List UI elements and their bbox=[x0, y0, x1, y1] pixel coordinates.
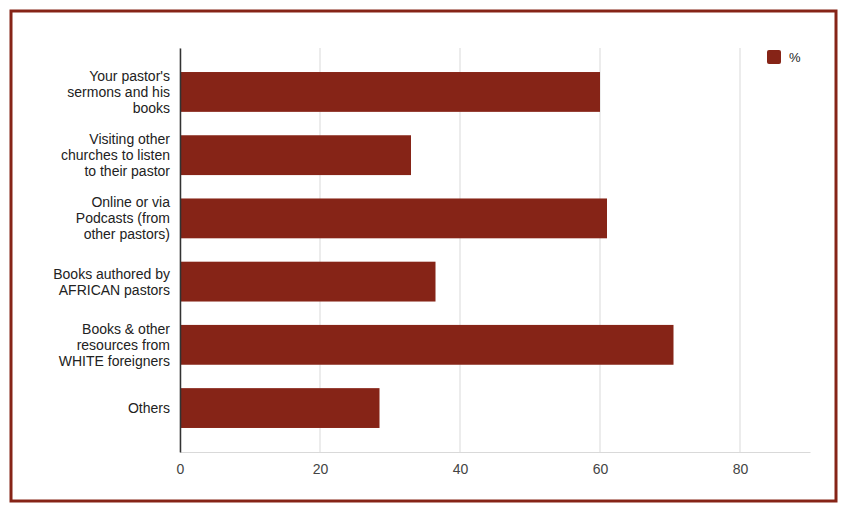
y-tick: Books authored byAFRICAN pastors bbox=[53, 266, 180, 298]
x-tick-label: 0 bbox=[177, 461, 185, 477]
y-tick: Online or viaPodcasts (fromother pastors… bbox=[76, 194, 180, 242]
y-tick-label: Others bbox=[128, 400, 170, 416]
grid bbox=[180, 48, 740, 452]
y-tick-label-line: to their pastor bbox=[84, 163, 170, 179]
y-tick-label: Your pastor'ssermons and hisbooks bbox=[67, 68, 170, 116]
background bbox=[0, 0, 847, 512]
bar bbox=[180, 262, 436, 302]
bar bbox=[180, 135, 411, 175]
y-tick-label-line: resources from bbox=[77, 337, 170, 353]
bar bbox=[180, 325, 674, 365]
frame bbox=[11, 11, 836, 501]
x-tick-label: 20 bbox=[313, 461, 329, 477]
y-tick-label-line: Online or via bbox=[91, 194, 170, 210]
y-tick-label-line: AFRICAN pastors bbox=[59, 282, 170, 298]
y-axis: Your pastor'ssermons and hisbooks Visitin… bbox=[53, 49, 180, 453]
x-axis-line bbox=[181, 452, 811, 453]
y-tick-label-line: churches to listen bbox=[61, 147, 170, 163]
y-tick-label-line: Podcasts (from bbox=[76, 210, 170, 226]
y-tick: Others bbox=[128, 400, 180, 416]
legend-label: % bbox=[789, 50, 801, 65]
y-tick-label-line: Others bbox=[128, 400, 170, 416]
legend-swatch bbox=[767, 50, 781, 64]
y-tick: Visiting otherchurches to listento their… bbox=[61, 131, 180, 179]
y-tick-label-line: books bbox=[133, 100, 170, 116]
y-tick-label-line: Your pastor's bbox=[89, 68, 170, 84]
y-tick-label-line: sermons and his bbox=[67, 84, 170, 100]
y-tick: Your pastor'ssermons and hisbooks bbox=[67, 68, 180, 116]
bar bbox=[180, 198, 607, 238]
x-tick: 20 bbox=[313, 452, 329, 477]
y-tick-label: Online or viaPodcasts (fromother pastors… bbox=[76, 194, 170, 242]
y-tick-label-line: other pastors) bbox=[84, 226, 170, 242]
grid-line bbox=[740, 48, 741, 452]
chart: 0 20 40 60 80 Your pastor'ssermons and hisboo… bbox=[0, 0, 847, 512]
x-tick-label: 60 bbox=[593, 461, 609, 477]
bar bbox=[180, 388, 380, 428]
bar bbox=[180, 72, 600, 112]
x-tick: 0 bbox=[177, 452, 185, 477]
bars bbox=[180, 72, 674, 428]
x-tick: 60 bbox=[593, 452, 609, 477]
y-tick-label-line: WHITE foreigners bbox=[59, 353, 170, 369]
y-tick-label-line: Visiting other bbox=[89, 131, 170, 147]
legend: % bbox=[767, 50, 801, 65]
x-tick-label: 40 bbox=[453, 461, 469, 477]
x-tick: 80 bbox=[733, 452, 749, 477]
y-tick: Books & otherresources fromWHITE foreign… bbox=[59, 321, 180, 369]
x-tick-label: 80 bbox=[733, 461, 749, 477]
x-axis: 0 20 40 60 80 bbox=[177, 452, 811, 477]
x-tick: 40 bbox=[453, 452, 469, 477]
y-axis-line bbox=[180, 49, 182, 453]
y-tick-label-line: Books & other bbox=[82, 321, 170, 337]
grid-line bbox=[180, 48, 181, 452]
y-tick-label: Books authored byAFRICAN pastors bbox=[53, 266, 170, 298]
y-tick-label: Books & otherresources fromWHITE foreign… bbox=[59, 321, 171, 369]
y-tick-label: Visiting otherchurches to listento their… bbox=[61, 131, 170, 179]
y-tick-label-line: Books authored by bbox=[53, 266, 170, 282]
